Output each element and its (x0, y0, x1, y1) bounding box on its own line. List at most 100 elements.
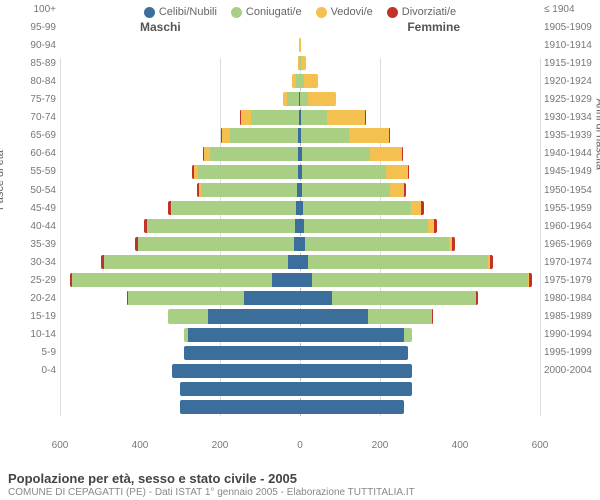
legend-label: Divorziati/e (402, 6, 456, 18)
age-label: 50-54 (2, 181, 58, 199)
bar-segment (208, 309, 300, 323)
bar-segment (72, 273, 272, 287)
bar-segment (301, 110, 327, 124)
x-tick: 600 (52, 440, 69, 451)
birth-label: 1950-1954 (542, 181, 598, 199)
pyramid-row (60, 344, 540, 362)
x-tick: 0 (297, 440, 303, 451)
birth-label: 1995-1999 (542, 344, 598, 362)
bar-segment (198, 165, 298, 179)
pyramid-row (60, 326, 540, 344)
bar-segment (300, 255, 308, 269)
bar-segment (529, 273, 532, 287)
age-label: 0-4 (2, 362, 58, 380)
bar-segment (244, 291, 300, 305)
legend-label: Coniugati/e (246, 6, 302, 18)
bar-segment (210, 147, 298, 161)
bar-segment (301, 56, 306, 70)
bar-segment (411, 201, 421, 215)
age-label: 20-24 (2, 290, 58, 308)
bar-segment (421, 201, 423, 215)
legend-item: Divorziati/e (387, 6, 456, 18)
chart-title: Popolazione per età, sesso e stato civil… (8, 471, 592, 486)
x-tick: 200 (212, 440, 229, 451)
bar-segment (370, 147, 402, 161)
legend-item: Vedovi/e (316, 6, 373, 18)
bar-segment (312, 273, 528, 287)
bar-segment (168, 309, 208, 323)
pyramid-row (60, 36, 540, 54)
bar-segment (300, 400, 404, 414)
birth-label: 1940-1944 (542, 145, 598, 163)
birth-label: 1960-1964 (542, 217, 598, 235)
bar-segment (300, 38, 301, 52)
legend-swatch (316, 7, 327, 18)
bar-segment (349, 128, 389, 142)
birth-label: ≤ 1904 (542, 0, 598, 18)
age-label: 55-59 (2, 163, 58, 181)
x-tick: 600 (532, 440, 549, 451)
age-label: 65-69 (2, 127, 58, 145)
x-axis: 6004002000200400600 (60, 440, 540, 454)
bar-segment (241, 110, 251, 124)
x-tick: 400 (452, 440, 469, 451)
bar-segment (251, 110, 299, 124)
bar-segment (432, 309, 433, 323)
bar-rows (60, 36, 540, 416)
bar-segment (180, 382, 300, 396)
age-label: 85-89 (2, 54, 58, 72)
bar-segment (222, 128, 230, 142)
age-label: 35-39 (2, 235, 58, 253)
bar-segment (308, 255, 488, 269)
pyramid-row (60, 108, 540, 126)
bar-segment (305, 237, 449, 251)
age-label: 60-64 (2, 145, 58, 163)
bar-segment (300, 309, 368, 323)
y-axis-title-left: Fasce di età (0, 150, 6, 210)
y-axis-title-right: Anni di nascita (594, 98, 600, 170)
bar-segment (272, 273, 300, 287)
bar-segment (404, 183, 406, 197)
birth-label: 1935-1939 (542, 127, 598, 145)
birth-label: 1955-1959 (542, 199, 598, 217)
pyramid-row (60, 289, 540, 307)
birth-label: 1945-1949 (542, 163, 598, 181)
age-label: 70-74 (2, 109, 58, 127)
bar-segment (300, 328, 404, 342)
legend: Celibi/Nubili Coniugati/e Vedovi/e Divorzia… (0, 0, 600, 20)
bar-segment (490, 255, 493, 269)
birth-label: 1910-1914 (542, 36, 598, 54)
birth-label: 1905-1909 (542, 18, 598, 36)
legend-swatch (387, 7, 398, 18)
age-label: 90-94 (2, 36, 58, 54)
chart-footer: Popolazione per età, sesso e stato civil… (8, 471, 592, 498)
column-headers: Maschi Femmine (0, 20, 600, 36)
bar-segment (304, 219, 428, 233)
plot-area (60, 36, 540, 434)
age-label: 100+ (2, 0, 58, 18)
bar-segment (402, 147, 403, 161)
bar-segment (180, 400, 300, 414)
bar-segment (300, 273, 312, 287)
birth-label: 1925-1929 (542, 91, 598, 109)
bar-segment (230, 128, 298, 142)
bar-segment (128, 291, 244, 305)
bar-segment (390, 183, 404, 197)
bar-segment (172, 364, 300, 378)
pyramid-row (60, 235, 540, 253)
x-tick: 200 (372, 440, 389, 451)
pyramid-row (60, 145, 540, 163)
pyramid-row (60, 217, 540, 235)
pyramid-row (60, 127, 540, 145)
pyramid-row (60, 199, 540, 217)
legend-label: Celibi/Nubili (159, 6, 217, 18)
bar-segment (288, 255, 300, 269)
age-label: 30-34 (2, 253, 58, 271)
birth-year-labels: 2000-20041995-19991990-19941985-19891980… (542, 0, 598, 380)
pyramid-row (60, 54, 540, 72)
legend-label: Vedovi/e (331, 6, 373, 18)
bar-segment (404, 328, 412, 342)
birth-label: 1990-1994 (542, 326, 598, 344)
birth-label: 1920-1924 (542, 72, 598, 90)
age-labels: 0-45-910-1415-1920-2425-2930-3435-3940-4… (2, 0, 58, 380)
